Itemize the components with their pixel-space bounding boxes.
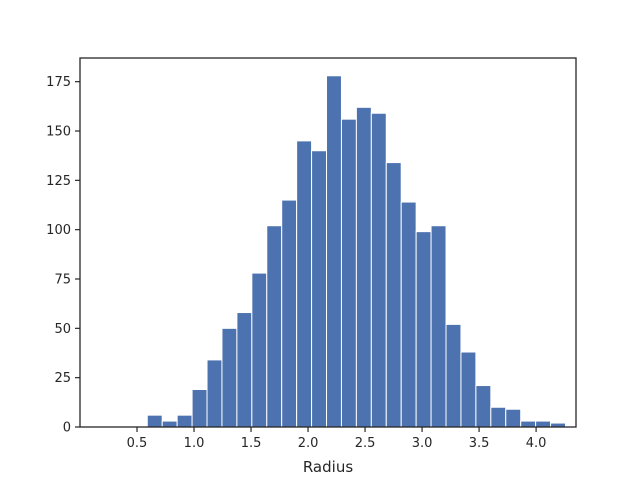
x-axis-label: Radius (303, 458, 353, 476)
y-tick-label: 100 (46, 223, 71, 238)
histogram-bar (505, 408, 522, 428)
histogram-bar (340, 118, 357, 428)
x-tick-label: 2.0 (298, 436, 319, 451)
y-tick-label: 0 (63, 421, 71, 436)
histogram-bar (206, 359, 223, 428)
axes-frame (79, 57, 577, 428)
y-axis-ticks: 0 25 50 75 100 125 150 175 (46, 75, 80, 436)
histogram-bar (281, 199, 298, 428)
histogram-bar (370, 112, 387, 428)
histogram-bar (520, 420, 537, 428)
x-tick-label: 4.0 (526, 436, 547, 451)
histogram-bar (191, 389, 208, 428)
histogram-bar (535, 420, 552, 428)
histogram-bar (445, 323, 462, 428)
y-tick-label: 75 (54, 273, 71, 288)
histogram-bar (251, 272, 268, 428)
histogram-bar (460, 351, 477, 428)
histogram-bar (415, 231, 432, 428)
x-tick-label: 1.5 (241, 436, 262, 451)
histogram-bar (490, 406, 507, 428)
histogram-bar (176, 414, 193, 428)
histogram-bar (475, 385, 492, 428)
x-tick-label: 2.5 (355, 436, 376, 451)
histogram-bar (400, 201, 417, 428)
histogram-bar (296, 140, 313, 428)
histogram-bar (236, 312, 253, 428)
histogram-bar (311, 150, 328, 428)
histogram-bar (385, 162, 402, 428)
x-axis-ticks: 0.5 1.0 1.5 2.0 2.5 3.0 3.5 4.0 (127, 427, 547, 451)
y-tick-label: 125 (46, 174, 71, 189)
histogram-bar (266, 225, 283, 428)
histogram-bar (221, 327, 238, 428)
y-tick-label: 25 (54, 371, 71, 386)
y-tick-label: 50 (54, 322, 71, 337)
y-tick-label: 175 (46, 75, 71, 90)
histogram-bar (355, 106, 372, 428)
histogram-bars (146, 75, 567, 428)
x-tick-label: 3.0 (412, 436, 433, 451)
y-tick-label: 150 (46, 125, 71, 140)
x-tick-label: 1.0 (184, 436, 205, 451)
histogram-bar (430, 225, 447, 428)
histogram-bar (326, 75, 342, 428)
x-tick-label: 0.5 (127, 436, 148, 451)
histogram-bar (161, 420, 178, 428)
x-tick-label: 3.5 (469, 436, 490, 451)
histogram-bar (146, 414, 163, 428)
